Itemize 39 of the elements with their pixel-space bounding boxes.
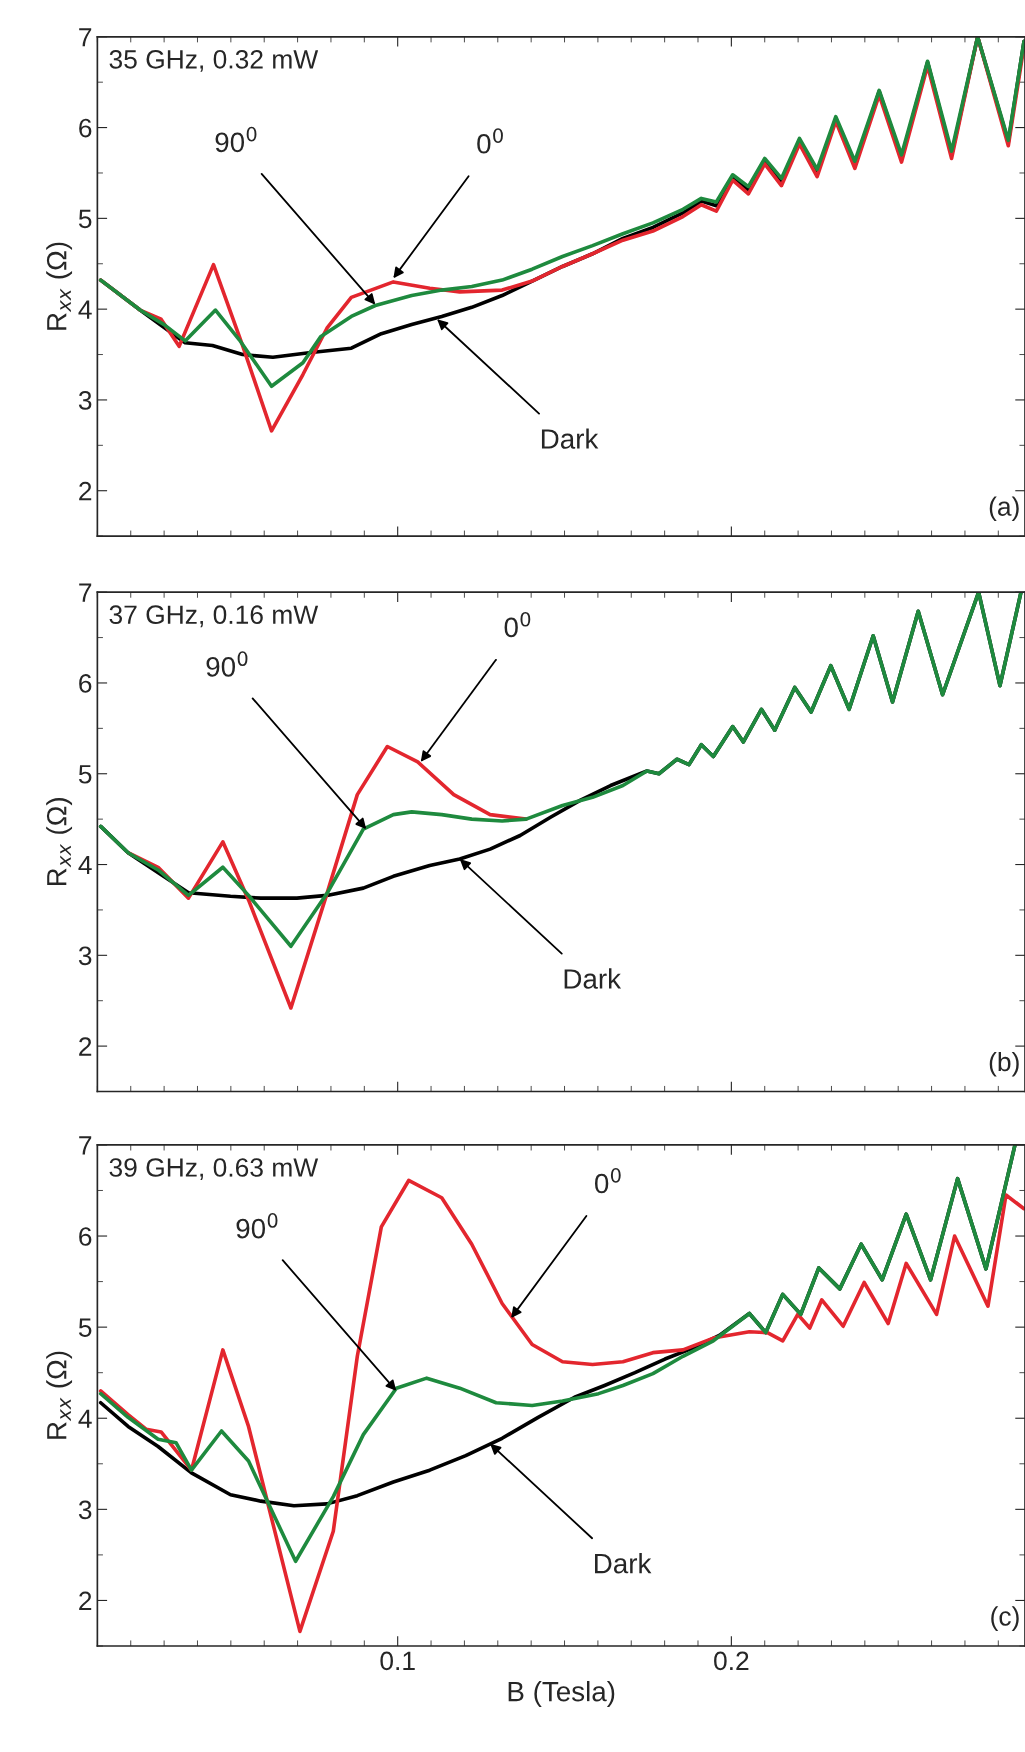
y-tick-label: 7 bbox=[79, 28, 92, 47]
y-tick-label: 6 bbox=[79, 1227, 92, 1246]
y-tick-label: 2 bbox=[79, 481, 92, 501]
annotation: 0$^{0}$ bbox=[504, 611, 531, 638]
annotation: Dark bbox=[595, 1553, 652, 1574]
annotation: (b) bbox=[989, 1051, 1019, 1077]
annotation: 35 GHz, 0.32 mW bbox=[109, 49, 319, 72]
annotation: (c) bbox=[991, 1606, 1019, 1631]
y-tick-label: 5 bbox=[78, 1318, 92, 1337]
y-tick-label: 7 bbox=[79, 583, 92, 602]
x-axis-title: B (Tesla) bbox=[508, 1681, 615, 1707]
annotation: 90$^{0}$ bbox=[236, 1213, 278, 1239]
annotation: (a) bbox=[989, 496, 1019, 522]
y-axis-title: R$_{xx}$ (Ω) bbox=[46, 242, 73, 330]
y-tick-label: 4 bbox=[78, 855, 92, 875]
annotation: 37 GHz, 0.16 mW bbox=[109, 605, 319, 628]
y-tick-label: 5 bbox=[78, 209, 92, 229]
x-tick-label: 0.1 bbox=[380, 1651, 415, 1671]
y-tick-label: 5 bbox=[78, 765, 92, 784]
y-tick-label: 3 bbox=[78, 1500, 92, 1520]
y-axis-title: R$_{xx}$ (Ω) bbox=[46, 1351, 73, 1439]
y-tick-label: 4 bbox=[78, 1409, 92, 1428]
annotation: 90$^{0}$ bbox=[215, 126, 257, 153]
annotation: 90$^{0}$ bbox=[206, 651, 248, 677]
y-tick-label: 2 bbox=[79, 1591, 92, 1611]
y-tick-label: 6 bbox=[79, 674, 92, 693]
y-tick-label: 3 bbox=[78, 391, 92, 410]
y-tick-label: 6 bbox=[79, 118, 92, 138]
annotation: 39 GHz, 0.63 mW bbox=[109, 1158, 319, 1180]
y-tick-label: 2 bbox=[79, 1037, 92, 1056]
annotation: Dark bbox=[541, 428, 599, 449]
annotation: Dark bbox=[564, 968, 622, 989]
y-tick-label: 4 bbox=[78, 300, 92, 319]
annotation: 0$^{0}$ bbox=[595, 1167, 621, 1194]
y-tick-label: 3 bbox=[78, 946, 92, 966]
y-axis-title: R$_{xx}$ (Ω) bbox=[46, 798, 73, 886]
x-tick-label: 0.2 bbox=[714, 1651, 749, 1671]
y-tick-label: 7 bbox=[79, 1136, 92, 1155]
annotation: 0$^{0}$ bbox=[477, 128, 503, 154]
